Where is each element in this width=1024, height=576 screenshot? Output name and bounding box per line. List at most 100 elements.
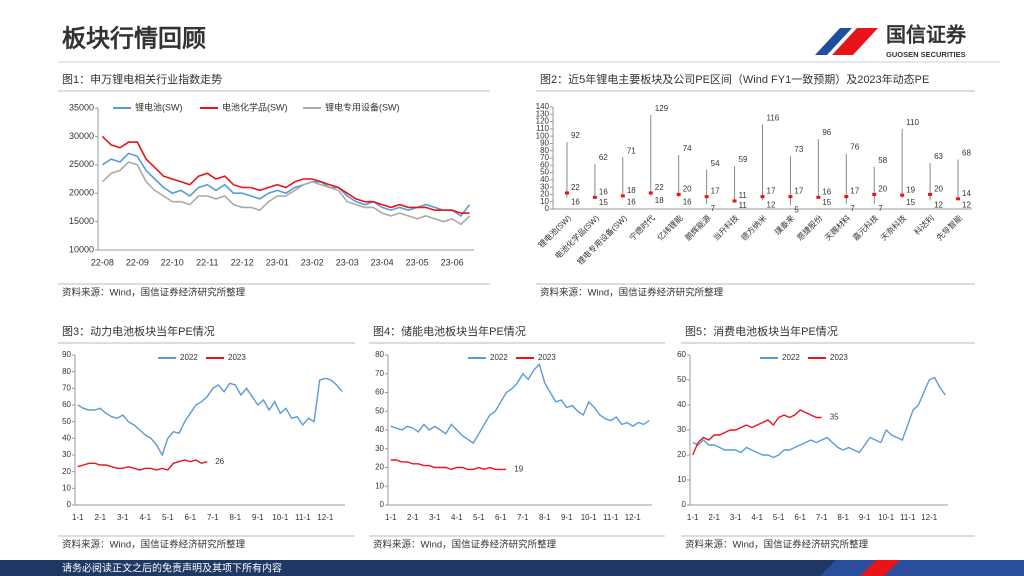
y-tick-label: 60 (540, 160, 549, 169)
current-label: 19 (906, 185, 915, 194)
min-label: 7 (711, 204, 716, 213)
y-tick-label: 40 (62, 433, 71, 442)
max-label: 58 (878, 156, 887, 165)
min-label: 16 (627, 197, 636, 206)
current-label: 20 (878, 185, 887, 194)
source-note: 资料来源：Wind，国信证券经济研究所整理 (62, 539, 246, 551)
max-label: 62 (599, 153, 608, 162)
x-tick-label: 22-08 (91, 257, 114, 267)
y-tick-label: 25000 (69, 159, 94, 169)
y-tick-label: 10 (375, 481, 384, 490)
legend-label: 锂电专用设备(SW) (325, 101, 400, 112)
y-tick-label: 100 (536, 131, 550, 140)
x-tick-label: 8-1 (230, 513, 242, 522)
min-label: 12 (767, 200, 776, 209)
y-tick-label: 70 (375, 369, 384, 378)
x-tick-label: 宁德时代 (627, 213, 657, 243)
y-tick-label: 0 (682, 500, 687, 509)
logo-name: 国信证券 (886, 22, 967, 46)
y-tick-label: 30 (62, 450, 71, 459)
y-tick-label: 10 (677, 475, 686, 484)
max-label: 110 (906, 118, 919, 127)
max-label: 54 (711, 159, 720, 168)
current-marker (956, 197, 961, 201)
current-label: 16 (822, 187, 831, 196)
legend-label: 锂电池(SW) (135, 101, 183, 112)
x-tick-label: 5-1 (162, 513, 174, 522)
x-tick-label: 3-1 (117, 513, 129, 522)
legend-label: 2023 (228, 353, 246, 362)
source-note: 资料来源：Wind，国信证券经济研究所整理 (373, 539, 557, 551)
y-tick-label: 0 (545, 204, 550, 213)
x-tick-label: 1-1 (687, 513, 699, 522)
current-marker (648, 191, 653, 195)
source-note: 资料来源：Wind，国信证券经济研究所整理 (540, 287, 724, 299)
max-label: 76 (850, 143, 859, 152)
x-tick-label: 7-1 (207, 513, 219, 522)
y-tick-label: 70 (540, 153, 549, 162)
x-tick-label: 德方纳米 (739, 213, 769, 243)
y-tick-label: 60 (677, 350, 686, 359)
min-label: 16 (571, 197, 580, 206)
min-label: 7 (850, 204, 855, 213)
y-tick-label: 120 (536, 117, 550, 126)
min-label: 5 (794, 205, 799, 214)
current-marker (788, 195, 793, 199)
x-tick-label: 11-1 (603, 513, 619, 522)
max-label: 73 (794, 145, 803, 154)
x-tick-label: 2-1 (708, 513, 720, 522)
max-label: 71 (627, 146, 636, 155)
x-tick-label: 22-09 (126, 257, 149, 267)
y-tick-label: 30 (677, 425, 686, 434)
y-tick-label: 60 (62, 400, 71, 409)
legend-label: 2022 (180, 353, 198, 362)
series-line (77, 377, 343, 457)
x-tick-label: 10-1 (878, 513, 895, 522)
x-tick-label: 9-1 (252, 513, 264, 522)
x-tick-label: 3-1 (730, 513, 742, 522)
current-label: 20 (934, 185, 943, 194)
legend-label: 2022 (490, 353, 508, 362)
current-marker (900, 193, 905, 197)
x-tick-label: 3-1 (429, 513, 441, 522)
x-tick-label: 10-1 (581, 513, 598, 522)
y-tick-label: 40 (375, 425, 384, 434)
min-label: 18 (655, 196, 664, 205)
footer-bar (0, 560, 1024, 576)
max-label: 96 (822, 128, 831, 137)
x-tick-label: 7-1 (816, 513, 828, 522)
current-marker (704, 195, 709, 199)
current-marker (872, 192, 877, 196)
x-tick-label: 12-1 (921, 513, 938, 522)
max-label: 59 (739, 155, 748, 164)
y-tick-label: 0 (380, 500, 385, 509)
min-label: 16 (683, 197, 692, 206)
min-label: 15 (822, 198, 831, 207)
min-label: 12 (962, 200, 971, 209)
x-tick-label: 9-1 (859, 513, 871, 522)
x-tick-label: 12-1 (625, 513, 642, 522)
x-tick-label: 9-1 (561, 513, 573, 522)
y-tick-label: 10000 (69, 244, 94, 254)
current-label: 17 (767, 187, 776, 196)
min-label: 12 (934, 200, 943, 209)
x-tick-label: 亿纬锂能 (655, 213, 685, 243)
min-label: 7 (878, 204, 883, 213)
source-note: 资料来源：Wind，国信证券经济研究所整理 (62, 287, 246, 299)
x-tick-label: 23-01 (266, 257, 289, 267)
x-tick-label: 1-1 (385, 513, 397, 522)
y-tick-label: 50 (375, 406, 384, 415)
y-tick-label: 90 (62, 350, 71, 359)
x-tick-label: 璞泰来 (772, 213, 796, 237)
current-marker (928, 192, 933, 196)
x-tick-label: 22-11 (196, 257, 218, 267)
max-label: 74 (683, 144, 692, 153)
min-label: 15 (599, 198, 608, 207)
x-tick-label: 6-1 (185, 513, 197, 522)
current-marker (760, 195, 765, 199)
slide-title: 板块行情回顾 (62, 24, 206, 52)
source-note: 资料来源：Wind，国信证券经济研究所整理 (685, 539, 869, 551)
x-tick-label: 嘉元科技 (850, 213, 880, 243)
x-tick-label: 23-02 (301, 257, 324, 267)
